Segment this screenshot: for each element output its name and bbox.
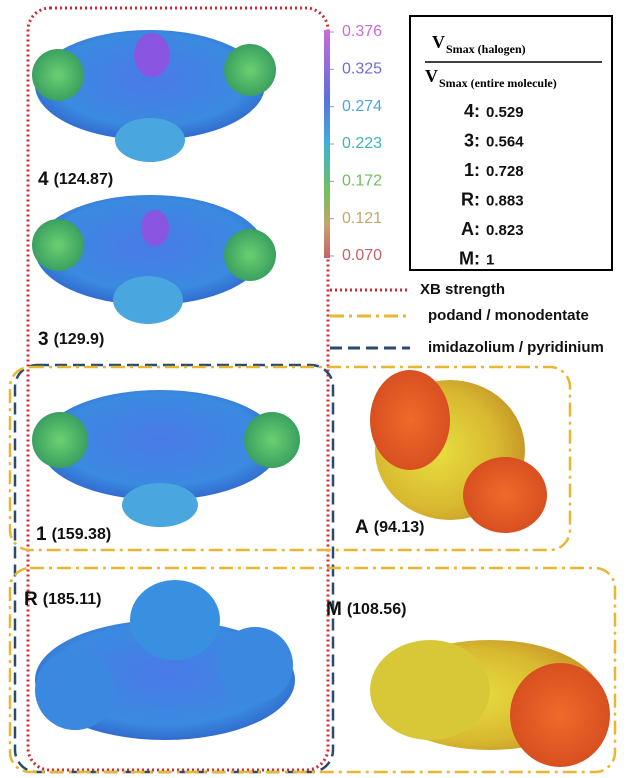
molecule-value: (185.11): [43, 591, 102, 608]
molecule-surface: [32, 390, 300, 527]
molecule-value: (129.9): [54, 331, 105, 348]
numerator-subscript: Smax (halogen): [446, 42, 526, 56]
denominator-subscript: Smax (entire molecule): [439, 76, 557, 90]
molecule-surface: [370, 370, 547, 533]
numerator-symbol: V: [432, 32, 445, 52]
row-label: 4:: [464, 101, 480, 121]
legend-label: XB strength: [420, 281, 505, 298]
molecule-value: (108.56): [347, 601, 407, 618]
row-value: 0.564: [486, 133, 524, 150]
colorbar: [324, 30, 330, 258]
molecule-surface: [32, 30, 276, 162]
row-value: 1: [486, 251, 494, 268]
molecule-id: 3: [38, 329, 49, 350]
molecule-id: A: [355, 517, 369, 538]
figure: V Smax (halogen) V Smax (entire molecule…: [0, 0, 630, 778]
row-label: A:: [461, 219, 480, 239]
colorbar-label: 0.223: [342, 135, 382, 152]
molecule-surface: [32, 195, 276, 324]
legend-label: imidazolium / pyridinium: [428, 339, 604, 356]
molecule-value: (94.13): [374, 519, 425, 536]
molecule-id: R: [24, 589, 38, 610]
row-label: M:: [459, 248, 480, 268]
colorbar-label: 0.274: [342, 98, 382, 115]
row-label: 3:: [464, 130, 480, 150]
legend-label: podand / monodentate: [428, 307, 589, 324]
colorbar-label: 0.325: [342, 61, 382, 78]
molecule-id: 4: [38, 169, 49, 190]
row-value: 0.728: [486, 163, 524, 180]
row-label: 1:: [464, 160, 480, 180]
colorbar-label: 0.172: [342, 173, 382, 190]
row-value: 0.883: [486, 192, 524, 209]
row-label: R:: [461, 189, 480, 209]
molecule-id: 1: [36, 524, 47, 545]
colorbar-label: 0.121: [342, 210, 382, 227]
denominator-symbol: V: [425, 66, 438, 86]
molecule-value: (124.87): [54, 171, 114, 188]
row-value: 0.823: [486, 222, 524, 239]
colorbar-label: 0.070: [342, 247, 382, 264]
colorbar-label: 0.376: [342, 23, 382, 40]
molecule-value: (159.38): [52, 526, 112, 543]
molecule-id: M: [326, 599, 342, 620]
row-value: 0.529: [486, 104, 524, 121]
molecule-surface: [370, 640, 610, 767]
